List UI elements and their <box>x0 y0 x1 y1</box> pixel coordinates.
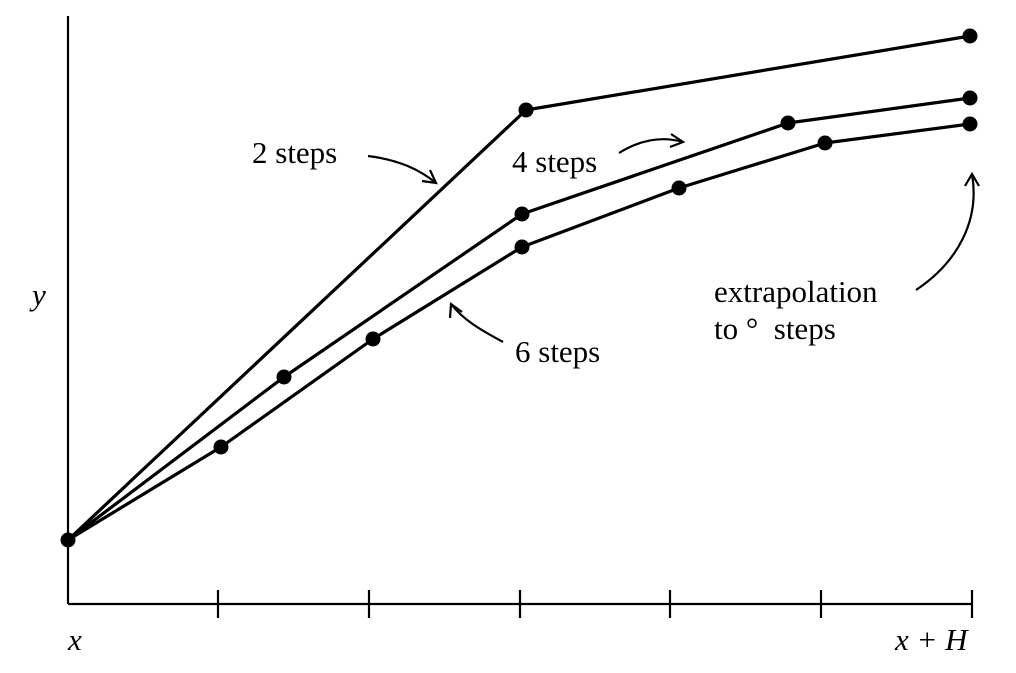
six-step-point <box>213 439 229 455</box>
six-steps-label: 6 steps <box>515 334 600 369</box>
two-step-point <box>518 102 534 118</box>
six-step-point <box>671 180 687 196</box>
axes <box>66 16 974 618</box>
extrapolation-label-line2: to ° steps <box>714 311 836 346</box>
six-step-point <box>962 116 978 132</box>
extrapolation-label-line1: extrapolation <box>714 274 878 309</box>
y-axis-label: y <box>29 277 46 312</box>
four-step-point <box>780 115 796 131</box>
four-step-point <box>962 90 978 106</box>
two-steps-label: 2 steps <box>252 135 337 170</box>
six-steps-arrow <box>448 301 504 343</box>
annotation-arrows <box>367 133 980 343</box>
four-step-point <box>514 206 530 222</box>
extrapolation-arrow <box>915 171 980 291</box>
four-step-point <box>276 369 292 385</box>
six-step-point <box>817 135 833 151</box>
four-steps-arrow <box>618 133 686 154</box>
labels: y x x + H 2 steps 4 steps 6 steps extrap… <box>29 135 969 657</box>
x-axis-ticks <box>216 590 974 618</box>
six-step-point <box>365 331 381 347</box>
two-step-path <box>66 28 978 542</box>
two-steps-arrow <box>367 154 438 185</box>
six-step-point <box>514 239 530 255</box>
x-start-label: x <box>67 622 82 657</box>
six-step-path <box>67 116 978 542</box>
two-step-point <box>962 28 978 44</box>
start-point <box>60 532 76 548</box>
four-step-path <box>67 90 978 542</box>
x-end-label: x + H <box>894 622 969 657</box>
four-steps-label: 4 steps <box>512 144 597 179</box>
